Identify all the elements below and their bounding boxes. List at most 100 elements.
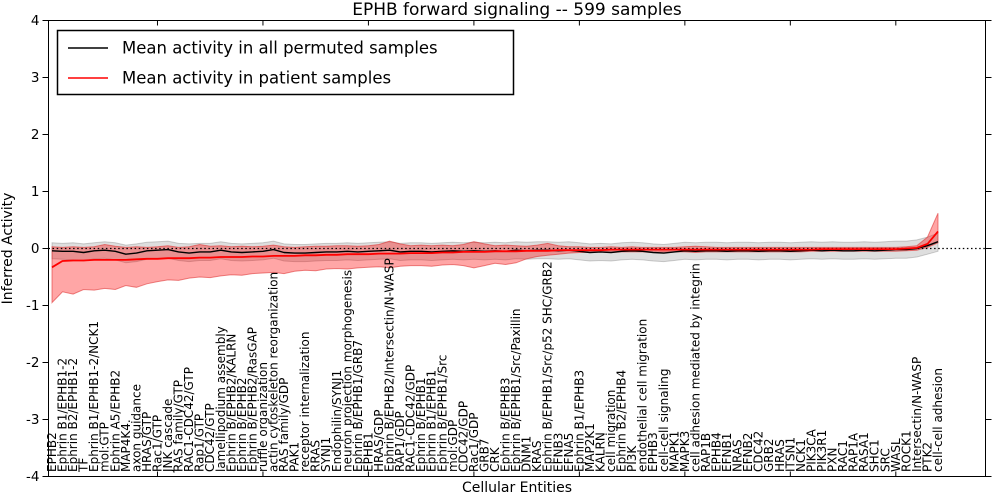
x-tick-label: cell-cell adhesion: [931, 368, 945, 472]
x-tick-label: GRB2: [762, 438, 776, 472]
x-tick-label: receptor internalization: [298, 332, 312, 472]
x-tick-label: Ephrin B2/EPHB1-2: [66, 358, 80, 472]
y-tick-label: -4: [26, 469, 39, 485]
y-tick-label: -1: [26, 298, 39, 314]
x-tick-label: KALRN: [594, 432, 608, 472]
x-tick-label: CRK: [488, 446, 502, 472]
x-tick-label: Ephrin B1/EPHB3: [572, 370, 586, 472]
x-tick-label: ITSN1: [783, 437, 797, 472]
y-tick-label: 3: [31, 70, 40, 86]
x-tick-label: cell migration: [604, 390, 618, 472]
x-tick-label: EPHB1: [361, 432, 375, 472]
x-tick-label: RAC1-CDC42/GDP: [404, 365, 418, 472]
x-tick-label: PAK1: [288, 442, 302, 472]
x-tick-label: MAP4K4.: [119, 419, 133, 472]
legend-label-patient: Mean activity in patient samples: [122, 69, 391, 88]
x-tick-label: RAS family/GTP: [172, 380, 186, 472]
x-tick-label: HRAS/GDP: [372, 409, 386, 472]
axes-layer: -4 -3 -2 -1 0 1 2 3 4: [26, 13, 992, 485]
x-tick-label: EFNB3: [551, 433, 565, 472]
x-tick-label: Ephrin B/EPHB1/Src: [435, 355, 449, 472]
x-tick-label: SRC: [878, 448, 892, 472]
x-tick-label: RAS family/GDP: [277, 378, 291, 472]
x-tick-label: SHC1: [868, 439, 882, 472]
x-tick-label: NRAS: [731, 439, 745, 472]
x-tick-label: EPHB3: [646, 432, 660, 472]
patient-mean-line: [51, 230, 939, 269]
x-axis-label: Cellular Entities: [462, 480, 572, 496]
x-tick-label: lamellipodium assembly: [214, 326, 228, 472]
x-tick-label: Rac1/GDP: [467, 413, 481, 472]
x-tick-label: mol:GDP: [446, 420, 460, 472]
x-tick-label: CDC42/GTP: [203, 403, 217, 472]
x-tick-label: Rac1/GTP: [151, 415, 165, 472]
y-tick-label: 2: [31, 127, 40, 143]
x-tick-label: CDC42/GDP: [456, 401, 470, 472]
patient-band: [51, 212, 939, 304]
x-tick-label: Ephrin B/EPHB1/GRB7: [351, 340, 365, 472]
x-tick-label: cell adhesion mediated by integrin: [688, 263, 702, 472]
x-tick-label: Ephrin B/EPHB2/KALRN: [224, 334, 238, 472]
x-tick-label: PIK3R1: [815, 430, 829, 472]
x-tick-label: HRAS/GTP: [140, 412, 154, 472]
x-tick-label: Ephrin A5/EPHB2: [108, 370, 122, 472]
x-tick-label: Ephrin B/EPHB1/Src/p52 SHC/GRB2: [541, 261, 555, 472]
x-tick-label: SYNJ1: [319, 437, 333, 472]
y-axis-label: Inferred Activity: [0, 193, 16, 305]
x-tick-label: TF: [77, 458, 91, 473]
x-tick-label: EFNA5: [562, 433, 576, 472]
x-tick-label: RAC1-CDC42/GTP: [182, 367, 196, 472]
x-tick-label: MAP2K1: [583, 423, 597, 472]
x-tick-label: RAC1: [836, 440, 850, 472]
x-tick-label: MAPK3: [678, 431, 692, 472]
x-tick-label: PXN: [826, 448, 840, 472]
x-tick-label: Ephrin B/EPHB1/Src/Paxillin: [509, 308, 523, 472]
x-tick-label: Ephrin B/EPHB2/Intersectin/N-WASP: [383, 258, 397, 472]
x-tick-label: DNM1: [520, 436, 534, 472]
x-tick-label: WASL: [889, 438, 903, 472]
x-tick-label: PIK3CA: [804, 428, 818, 472]
x-tick-label: NCK1: [794, 439, 808, 472]
x-tick-label: JNK cascade: [161, 399, 175, 473]
lines-layer: [48, 230, 986, 269]
x-tick-label: RRAS: [309, 440, 323, 472]
x-tick-label: Ephrin B/EPHB2/RasGAP: [245, 327, 259, 472]
x-tick-label: RAP1A: [847, 432, 861, 472]
legend-box: [56, 29, 515, 96]
y-tick-label: 1: [31, 184, 40, 200]
x-tick-label: neuron projection morphogenesis: [340, 270, 354, 472]
x-tick-label: EPHB4: [710, 432, 724, 472]
x-tick-label: mol:GTP: [98, 422, 112, 472]
y-tick-label: -2: [26, 355, 39, 371]
x-tick-label: cell-cell signaling: [657, 369, 671, 473]
x-tick-label: endothelial cell migration: [636, 319, 650, 472]
x-tick-label: PTK2: [921, 442, 935, 472]
y-tick-label: -3: [26, 412, 39, 428]
x-tick-label: KRAS: [530, 440, 544, 472]
x-tick-label: actin cytoskeleton reorganization: [267, 272, 281, 472]
x-tick-label: Endophilin/SYNJ1: [330, 370, 344, 472]
x-tick-label: RASA1: [857, 432, 871, 472]
x-tick-label: PI3K: [625, 445, 639, 472]
x-tick-label: CDC42: [752, 431, 766, 472]
x-tick-label: RAP1/GDP: [393, 411, 407, 472]
x-tick-label: GRB7: [478, 438, 492, 472]
x-tick-label: MAPK1: [667, 431, 681, 472]
x-tick-label: Ephrin B1/EPHB1-2/NCK1: [87, 321, 101, 472]
legend-label-permuted: Mean activity in all permuted samples: [122, 39, 438, 58]
plot-frame: [48, 20, 986, 477]
x-tick-label: EFNB2: [741, 433, 755, 472]
y-tick-label: 0: [31, 241, 40, 257]
x-tick-label: Ephrin B2/EPHB4: [615, 370, 629, 472]
legend: Mean activity in all permuted samples Me…: [56, 29, 515, 96]
y-tick-label: 4: [31, 13, 40, 29]
x-tick-label: EFNB1: [720, 433, 734, 472]
x-tick-label: Ephrin B/EPHB1: [414, 378, 428, 472]
x-tick-label: Ephrin B1/EPHB1-2: [56, 358, 70, 472]
x-tick-label: ROCK1: [899, 430, 913, 472]
x-tick-label: Ephrin B/EPHB2: [235, 378, 249, 472]
x-tick-label: HRAS: [773, 439, 787, 472]
